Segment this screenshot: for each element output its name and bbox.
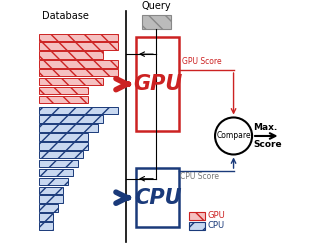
Text: CPU: CPU (208, 221, 225, 230)
Bar (136, 37, 179, 131)
Bar (189, 222, 205, 230)
Bar (39, 133, 88, 141)
Bar (39, 124, 98, 132)
Bar (39, 78, 103, 85)
Bar (39, 204, 58, 212)
Text: CPU Score: CPU Score (181, 172, 219, 181)
Bar (39, 60, 117, 68)
Bar (189, 212, 205, 220)
Bar (39, 151, 83, 159)
Text: GPU: GPU (208, 211, 226, 220)
Bar (39, 34, 117, 41)
Text: GPU Score: GPU Score (182, 57, 221, 66)
Bar (136, 168, 179, 227)
Bar (39, 222, 53, 230)
Bar (39, 142, 88, 149)
Bar (39, 196, 63, 203)
Text: Max.: Max. (253, 123, 278, 132)
Bar (39, 42, 117, 50)
Text: CPU: CPU (134, 188, 182, 208)
Bar (39, 69, 117, 77)
Circle shape (215, 117, 252, 154)
Bar (39, 115, 103, 123)
Bar (39, 51, 103, 59)
Text: Compare: Compare (216, 132, 251, 140)
Bar (39, 178, 68, 185)
Bar (142, 15, 171, 28)
Bar (39, 107, 117, 114)
Text: Score: Score (253, 140, 282, 149)
Bar (39, 169, 73, 176)
Text: GPU: GPU (133, 74, 182, 94)
Text: Query: Query (142, 1, 171, 11)
Bar (39, 213, 53, 221)
Bar (39, 160, 78, 167)
Text: Database: Database (42, 11, 89, 21)
Bar (39, 87, 88, 94)
Bar (39, 186, 63, 194)
Bar (39, 96, 88, 103)
